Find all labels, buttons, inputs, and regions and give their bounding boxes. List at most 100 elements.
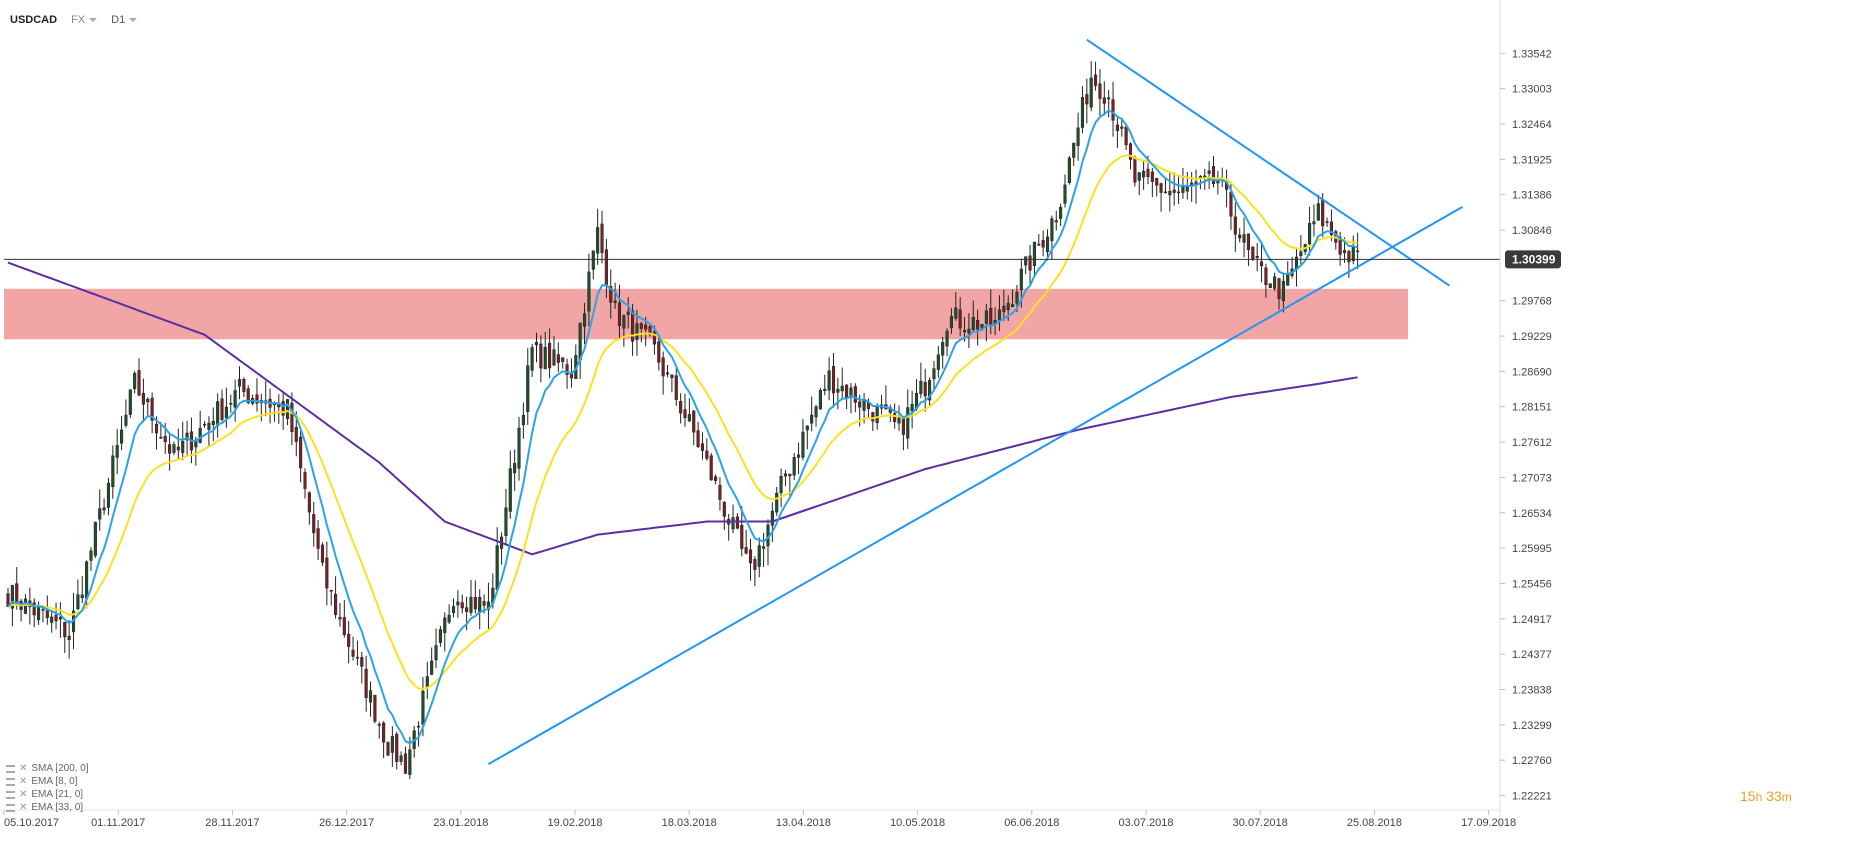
candle [849, 383, 853, 414]
candle [242, 377, 246, 398]
candle [757, 537, 761, 578]
date-tick-label: 18.03.2018 [662, 817, 717, 829]
candle [181, 421, 185, 460]
candle [373, 694, 377, 724]
candle [128, 389, 132, 418]
list-icon [6, 803, 15, 812]
price-tick-label: 1.26534 [1512, 508, 1552, 520]
legend-item[interactable]: ✕ EMA [8, 0] [6, 775, 89, 788]
candle [1216, 170, 1220, 195]
date-tick-label: 13.04.2018 [776, 817, 831, 829]
date-tick-label: 01.11.2017 [91, 817, 145, 829]
candle [133, 370, 137, 394]
candle [831, 353, 836, 408]
close-icon[interactable]: ✕ [19, 763, 28, 774]
candle [810, 396, 814, 432]
legend-item[interactable]: ✕ SMA [200, 0] [6, 762, 89, 775]
price-tick-label: 1.22221 [1512, 791, 1552, 803]
candle [1107, 90, 1111, 118]
candle [552, 336, 556, 367]
candle [652, 325, 656, 355]
close-icon[interactable]: ✕ [19, 789, 28, 800]
candle [1072, 142, 1076, 167]
close-icon[interactable]: ✕ [19, 776, 28, 787]
candle [1115, 117, 1119, 149]
price-tick-label: 1.29229 [1512, 331, 1552, 343]
candle [1220, 167, 1224, 188]
timer-minutes-unit: m [1781, 790, 1792, 804]
candle [329, 589, 333, 606]
candle [727, 513, 731, 541]
candle [932, 361, 936, 391]
candle [574, 344, 578, 380]
candle [19, 598, 23, 622]
candle [425, 661, 429, 699]
candle [141, 378, 145, 423]
indicator-legend: ✕ SMA [200, 0] ✕ EMA [8, 0] ✕ EMA [21, 0] ✕… [6, 762, 89, 814]
candle [1255, 243, 1259, 272]
candle [430, 647, 434, 676]
candle [622, 314, 626, 347]
chevron-down-icon [89, 18, 98, 22]
candle [351, 636, 355, 661]
candle [316, 519, 320, 561]
price-tick-label: 1.23299 [1512, 720, 1552, 732]
candle [211, 407, 215, 442]
candle [268, 388, 272, 424]
candle [41, 606, 45, 623]
candle [216, 393, 220, 438]
timeframe-selector[interactable]: D1 [111, 14, 138, 26]
close-icon[interactable]: ✕ [19, 802, 28, 813]
legend-item[interactable]: ✕ EMA [21, 0] [6, 788, 89, 801]
candle [106, 477, 111, 516]
price-tick-label: 1.28151 [1512, 402, 1552, 414]
candle [460, 594, 464, 614]
sma200-line [7, 261, 1358, 556]
candle [325, 541, 329, 606]
trendline[interactable] [487, 205, 1463, 765]
candle [871, 411, 875, 432]
candle [1168, 172, 1172, 212]
candle [281, 391, 285, 430]
candle [137, 358, 141, 397]
candle [744, 529, 748, 555]
legend-item[interactable]: ✕ EMA [33, 0] [6, 801, 89, 814]
candle [731, 504, 735, 534]
candle [1290, 256, 1294, 279]
candle [499, 532, 504, 565]
candle [395, 731, 399, 770]
candle [1155, 177, 1159, 197]
candle [98, 489, 102, 531]
candle [1268, 283, 1272, 289]
candle [949, 308, 953, 335]
candle [578, 322, 582, 379]
candle [521, 402, 525, 439]
ema-fast-line [7, 109, 1358, 745]
trendline[interactable] [1086, 38, 1450, 287]
candle [1273, 272, 1277, 291]
candle [1037, 233, 1041, 246]
date-tick-label: 30.07.2018 [1233, 817, 1288, 829]
ema-slow-line [7, 154, 1358, 690]
candle [753, 556, 757, 587]
candle [124, 399, 128, 428]
candle [63, 621, 67, 654]
candle [224, 387, 228, 428]
candle [1032, 241, 1036, 276]
symbol-label[interactable]: USDCAD [10, 14, 58, 26]
candle [368, 681, 373, 717]
candle [172, 441, 176, 456]
candle [543, 331, 547, 370]
candle [390, 726, 394, 767]
candle [1150, 167, 1154, 198]
candle [338, 602, 342, 627]
price-tick-label: 1.27612 [1512, 437, 1552, 449]
candle [661, 351, 665, 395]
candle [377, 721, 381, 739]
candle [1316, 194, 1320, 221]
candle [32, 598, 36, 628]
candle [814, 404, 818, 427]
market-selector[interactable]: FX [71, 14, 98, 26]
candle [561, 357, 565, 369]
